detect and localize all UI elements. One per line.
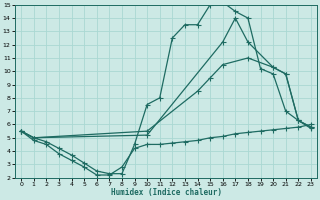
X-axis label: Humidex (Indice chaleur): Humidex (Indice chaleur) xyxy=(110,188,221,197)
